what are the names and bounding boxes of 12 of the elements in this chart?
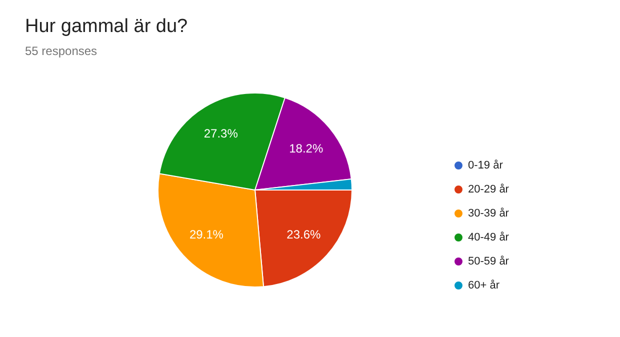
data-label: 23.6% (286, 228, 322, 242)
legend-label: 40-49 år (468, 232, 510, 244)
legend-label: 20-29 år (468, 184, 510, 196)
chart-title: Hur gammal är du? (25, 16, 188, 37)
legend-label: 30-39 år (468, 208, 510, 220)
legend-label: 0-19 år (468, 160, 504, 172)
text: 55 responses (25, 44, 98, 58)
legend-label: 50-59 år (468, 256, 510, 268)
data-label: 27.3% (204, 126, 238, 141)
data-label: 18.2% (289, 141, 324, 156)
legend-label: 60+ år (468, 280, 500, 292)
data-label: 29.1% (189, 228, 224, 242)
